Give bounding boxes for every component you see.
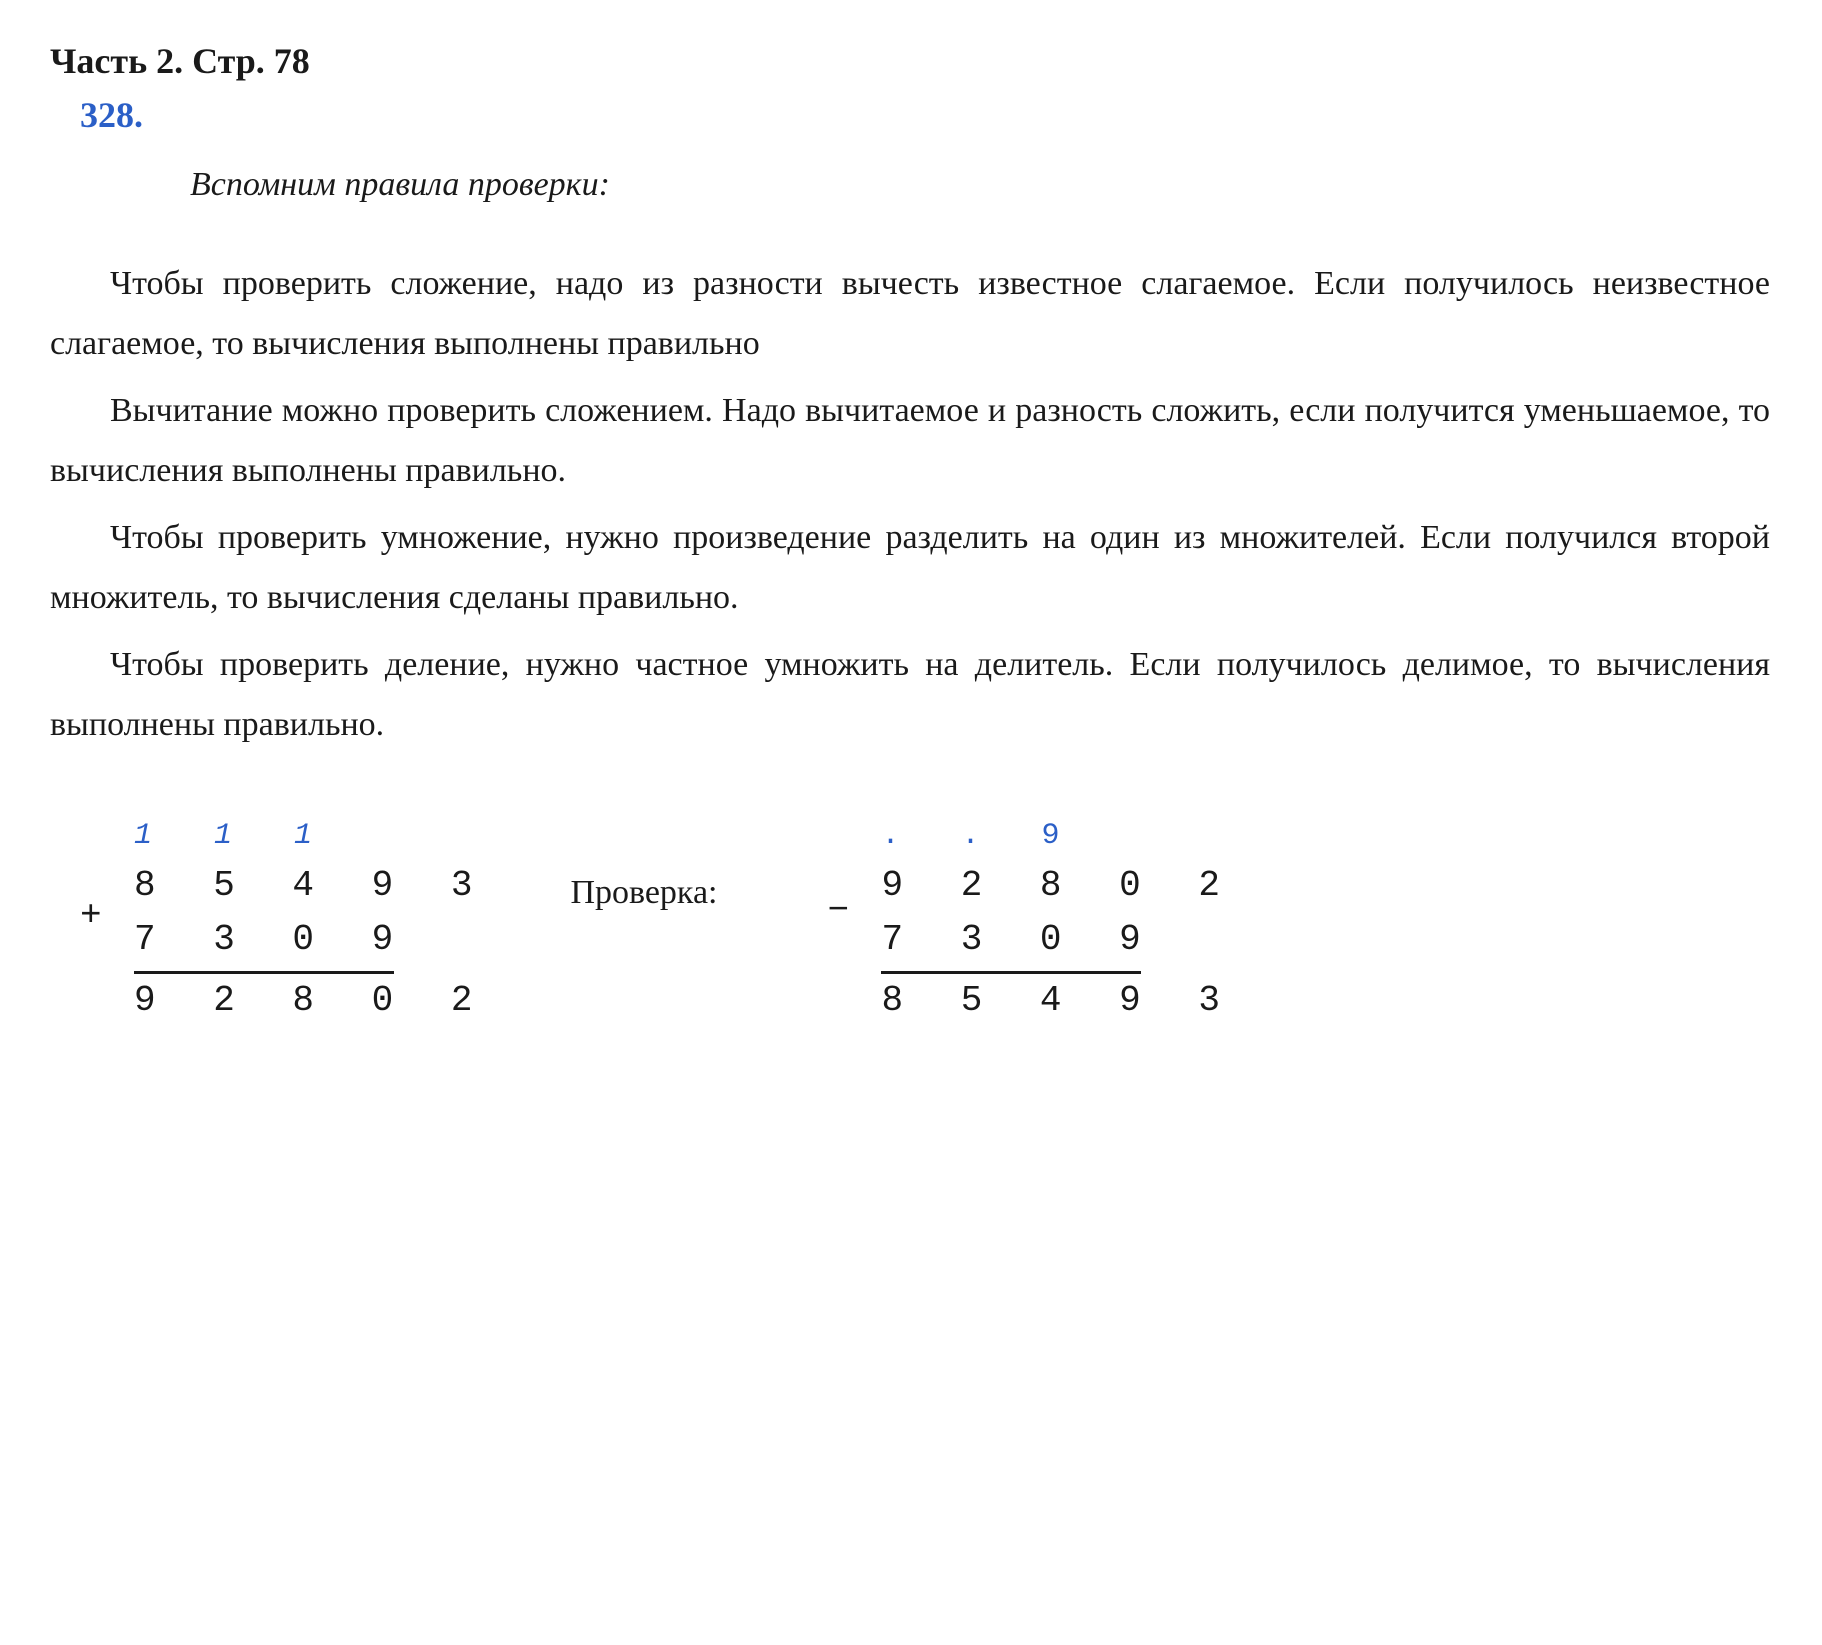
check-label: Проверка:	[570, 814, 717, 912]
addition-operand2: 7 3 0 9	[90, 913, 490, 967]
paragraph-1: Чтобы проверить сложение, надо из разнос…	[50, 254, 1770, 373]
plus-operator: +	[80, 889, 102, 943]
paragraph-2: Вычитание можно проверить сложением. Над…	[50, 381, 1770, 500]
addition-block: 1 1 1 + 8 5 4 9 3 7 3 0 9 9 2 8 0 2	[90, 814, 490, 1028]
subtraction-block: . . 9 − 9 2 8 0 2 7 3 0 9 8 5 4 9 3	[837, 814, 1237, 1028]
addition-carry: 1 1 1	[90, 814, 490, 859]
paragraph-group: Чтобы проверить сложение, надо из разнос…	[50, 254, 1772, 754]
paragraph-4: Чтобы проверить деление, нужно частное у…	[50, 635, 1770, 754]
subtraction-result: 8 5 4 9 3	[837, 974, 1237, 1028]
paragraph-3: Чтобы проверить умножение, нужно произве…	[50, 508, 1770, 627]
subtitle: Вспомним правила проверки:	[190, 166, 1772, 204]
minus-operator: −	[827, 884, 849, 938]
page-header: Часть 2. Стр. 78	[50, 40, 1772, 82]
subtraction-operand1: 9 2 8 0 2	[837, 859, 1237, 913]
calculation-section: 1 1 1 + 8 5 4 9 3 7 3 0 9 9 2 8 0 2 Пров…	[50, 814, 1772, 1028]
problem-number: 328.	[80, 94, 1772, 136]
addition-result: 9 2 8 0 2	[90, 974, 490, 1028]
subtraction-carry: . . 9	[837, 814, 1237, 859]
addition-operand1: 8 5 4 9 3	[90, 859, 490, 913]
subtraction-operand2: 7 3 0 9	[837, 913, 1237, 967]
